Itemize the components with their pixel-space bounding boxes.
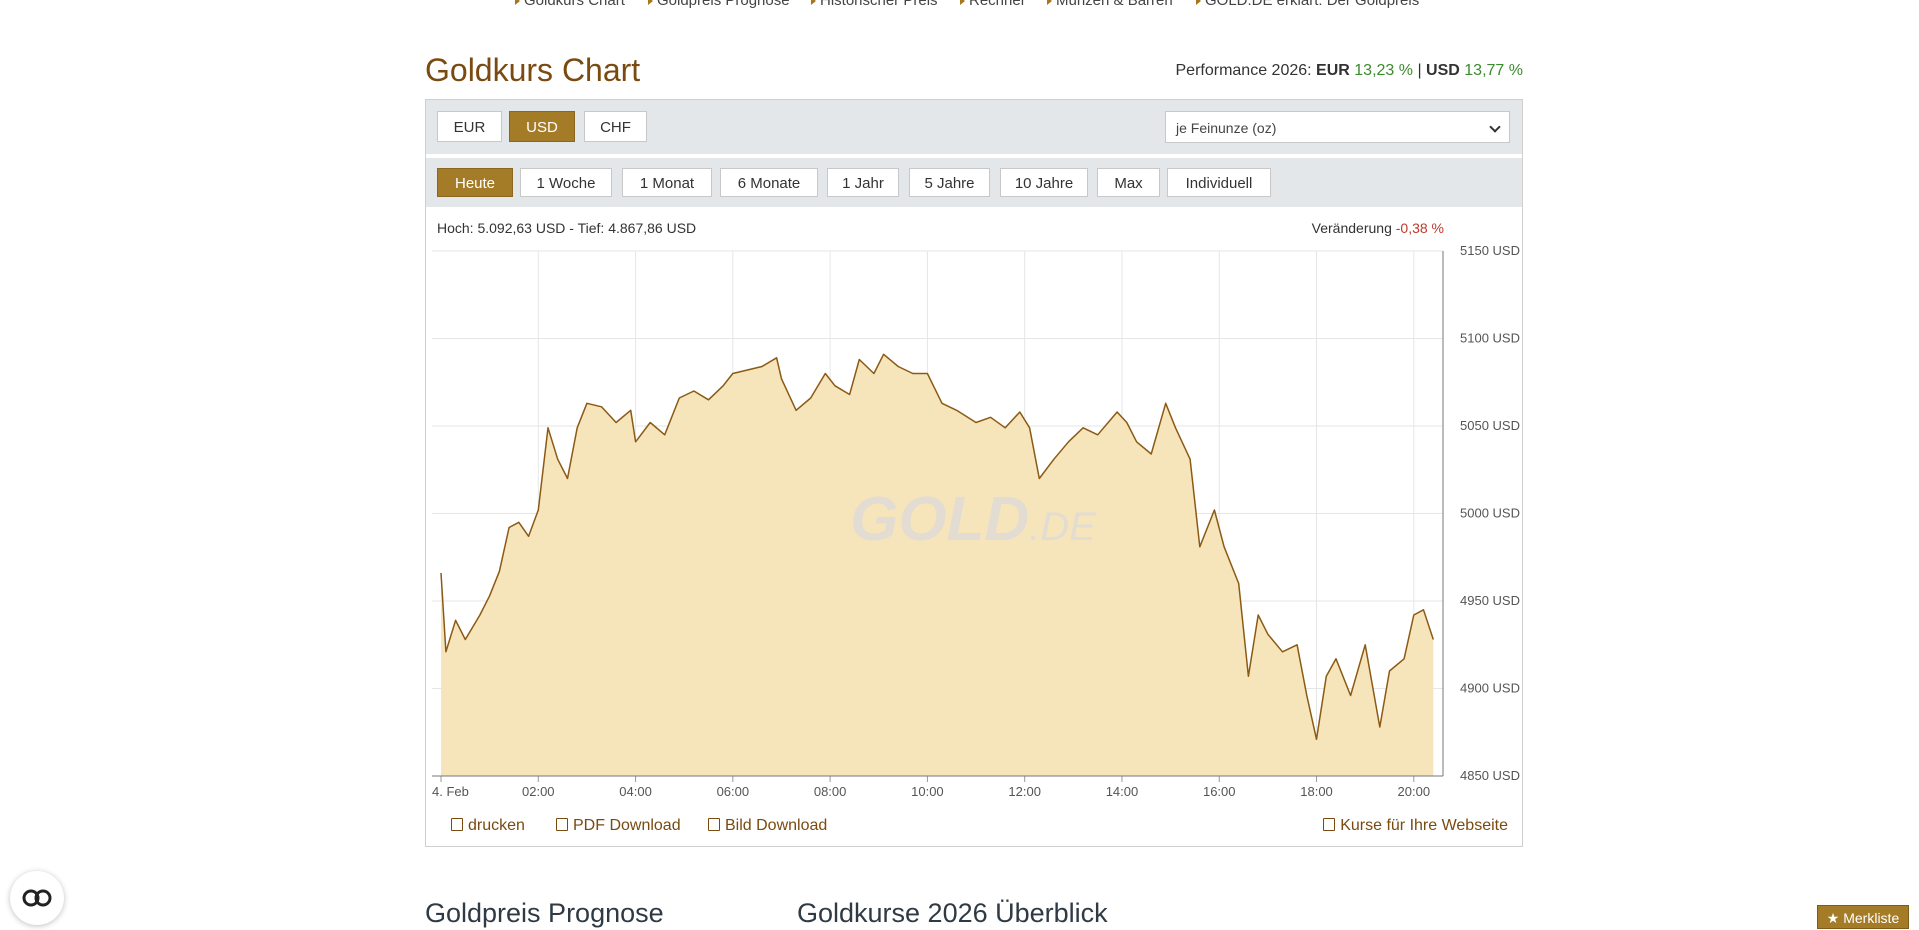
y-tick-label: 4850 USD [1460, 768, 1520, 783]
change-label: Veränderung [1311, 220, 1392, 236]
section-heading: Goldpreis Prognose [425, 898, 664, 928]
watermark: GOLD.DE [850, 485, 1097, 554]
pdf-link[interactable]: PDF Download [556, 817, 681, 835]
performance-value: 13,23 % [1354, 62, 1413, 79]
currency-button[interactable]: EUR [437, 111, 502, 142]
currency-button[interactable]: CHF [584, 111, 647, 142]
change: Veränderung -0,38 % [1312, 220, 1444, 236]
x-tick-label: 12:00 [1008, 784, 1041, 799]
period-button[interactable]: 1 Woche [520, 168, 612, 197]
nav-link[interactable]: Rechner [960, 0, 1026, 9]
range-text: Hoch: 5.092,63 USD - Tief: 4.867,86 USD [437, 220, 697, 236]
x-tick-label: 20:00 [1398, 784, 1431, 799]
x-tick-label: 04:00 [619, 784, 652, 799]
currency-button[interactable]: USD [509, 111, 575, 142]
x-tick-label: 4. Feb [432, 784, 469, 799]
period-button[interactable]: Heute [437, 168, 513, 197]
currency: USD [1426, 62, 1460, 79]
x-tick-label: 08:00 [814, 784, 847, 799]
y-tick-label: 4900 USD [1460, 681, 1520, 696]
embed-link[interactable]: Kurse für Ihre Webseite [1323, 817, 1508, 835]
watermark-suffix: .DE [1029, 505, 1097, 549]
period-button[interactable]: 1 Jahr [827, 168, 899, 197]
x-tick-label: 10:00 [911, 784, 944, 799]
x-tick-label: 02:00 [522, 784, 555, 799]
nav-link[interactable]: GOLD.DE erklärt: Der Goldpreis [1196, 0, 1419, 9]
area-fill [441, 354, 1434, 776]
nav-link[interactable]: Historischer Preis [811, 0, 938, 9]
nav-link[interactable]: Münzen & Barren [1047, 0, 1173, 9]
watermark-main: GOLD [850, 485, 1029, 554]
x-tick-label: 18:00 [1300, 784, 1333, 799]
x-tick-label: 14:00 [1106, 784, 1139, 799]
y-tick-label: 5050 USD [1460, 418, 1520, 433]
change-value: -0,38 % [1395, 220, 1444, 236]
accessibility-button[interactable] [10, 871, 64, 925]
x-tick-label: 16:00 [1203, 784, 1236, 799]
accessibility-icon [22, 889, 52, 907]
chart-panel [425, 99, 1523, 847]
performance-label: Performance 2026: [1175, 62, 1312, 79]
period-button[interactable]: 10 Jahre [1000, 168, 1088, 197]
nav-link[interactable]: Goldkurs Chart [515, 0, 625, 9]
separator: | [1417, 62, 1422, 79]
performance: Performance 2026: EUR 13,23 % | USD 13,7… [1176, 62, 1524, 80]
unit-select[interactable]: je Feinunze (oz) [1165, 111, 1510, 143]
period-button[interactable]: 5 Jahre [909, 168, 990, 197]
y-tick-label: 4950 USD [1460, 593, 1520, 608]
y-tick-label: 5150 USD [1460, 243, 1520, 258]
currency: EUR [1316, 62, 1350, 79]
merkliste-label: Merkliste [1843, 910, 1900, 926]
merkliste-button[interactable]: ★ Merkliste [1817, 905, 1909, 929]
nav-link[interactable]: Goldpreis Prognose [648, 0, 790, 9]
print-link[interactable]: drucken [451, 817, 525, 835]
period-button[interactable]: Individuell [1167, 168, 1271, 197]
image-link[interactable]: Bild Download [708, 817, 827, 835]
y-tick-label: 5100 USD [1460, 331, 1520, 346]
y-tick-label: 5000 USD [1460, 506, 1520, 521]
period-button[interactable]: 6 Monate [720, 168, 818, 197]
price-line [440, 353, 1435, 741]
performance-value: 13,77 % [1464, 62, 1523, 79]
period-button[interactable]: 1 Monat [622, 168, 712, 197]
page-title: Goldkurs Chart [425, 52, 641, 88]
x-tick-label: 06:00 [717, 784, 750, 799]
section-heading: Goldkurse 2026 Überblick [797, 898, 1108, 928]
period-button[interactable]: Max [1097, 168, 1160, 197]
